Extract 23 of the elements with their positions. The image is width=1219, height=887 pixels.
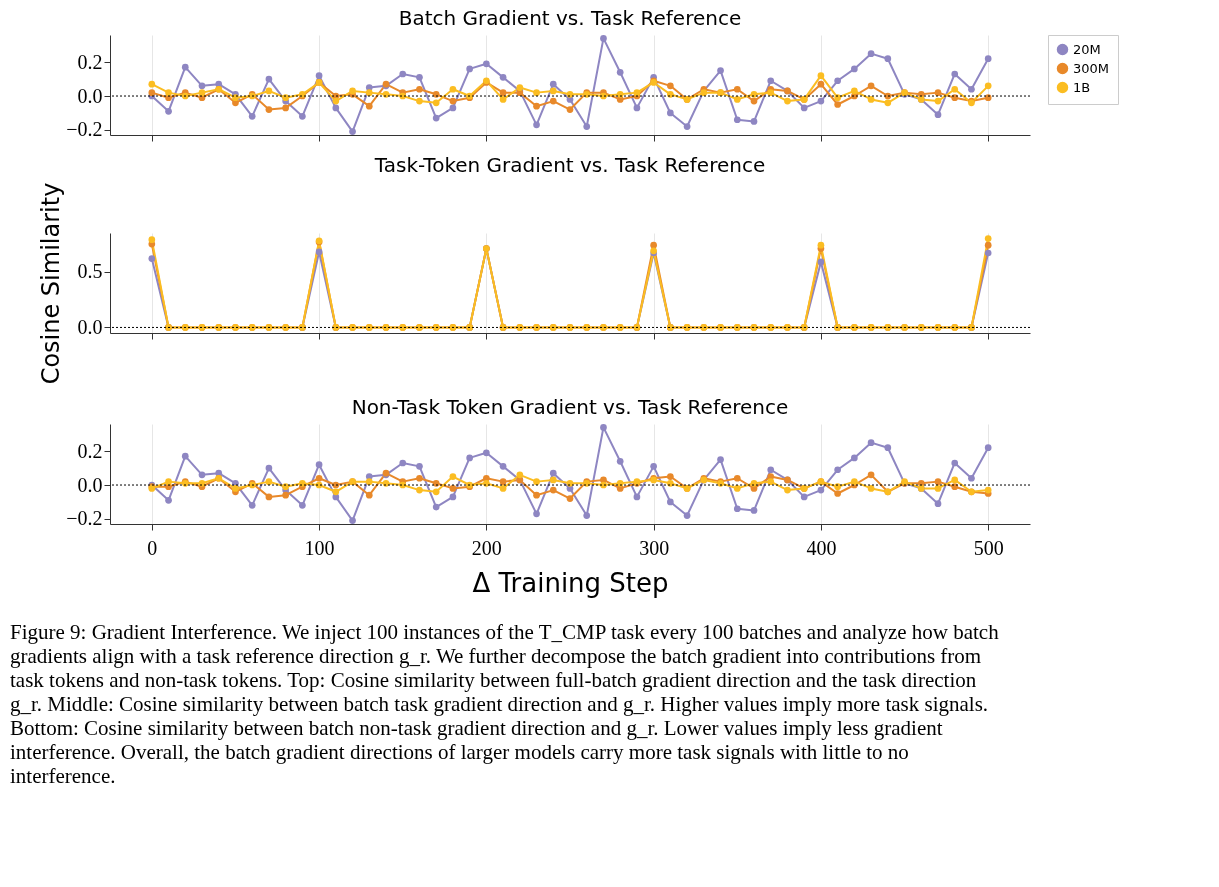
x-axis-title: Δ Training Step <box>472 567 669 598</box>
y-tick-label: 0.5 <box>77 260 103 283</box>
x-tick-label: 100 <box>304 536 335 559</box>
x-tick-label: 500 <box>973 536 1004 559</box>
y-tick-label: 0.2 <box>77 50 103 73</box>
legend-label: 1B <box>1073 79 1091 95</box>
y-tick-label: 0.0 <box>77 84 103 107</box>
y-tick-label: 0.2 <box>77 439 103 462</box>
legend-label: 20M <box>1073 41 1101 57</box>
y-tick-label: 0.0 <box>77 473 103 496</box>
x-tick-label: 0 <box>147 536 158 559</box>
chart-title: Batch Gradient vs. Task Reference <box>398 5 742 30</box>
x-tick-label: 400 <box>806 536 837 559</box>
y-tick-label: −0.2 <box>66 507 103 530</box>
x-tick-label: 300 <box>639 536 670 559</box>
x-tick-label: 200 <box>471 536 502 559</box>
y-axis-title: Cosine Similarity <box>36 182 65 385</box>
legend-label: 300M <box>1073 60 1110 76</box>
y-tick-label: 0.0 <box>77 315 103 338</box>
y-tick-label: −0.2 <box>66 118 103 141</box>
chart-title: Task-Token Gradient vs. Task Reference <box>373 153 766 178</box>
chart-title: Non-Task Token Gradient vs. Task Reference <box>351 395 789 419</box>
caption: Figure 9: Gradient Interference. We inject 100 instances of the T_CMP task every 100 batches and analyze how batch gradients align with a task reference direction g_r. We further decompose the batch gradient into contributions from task tokens and non-task tokens. Top: Cosine similarity between full-batch gradient direction and the task direction g_r. Middle: Cosine similarity between batch task gradient direction and g_r. Higher values imply more task signals. Bottom: Cosine similarity between batch non-task gradient direction and g_r. Lower values imply less gradient interference. Overall, the batch gradient directions of larger models carry more task signals with little to no interference. <box>10 620 1000 788</box>
